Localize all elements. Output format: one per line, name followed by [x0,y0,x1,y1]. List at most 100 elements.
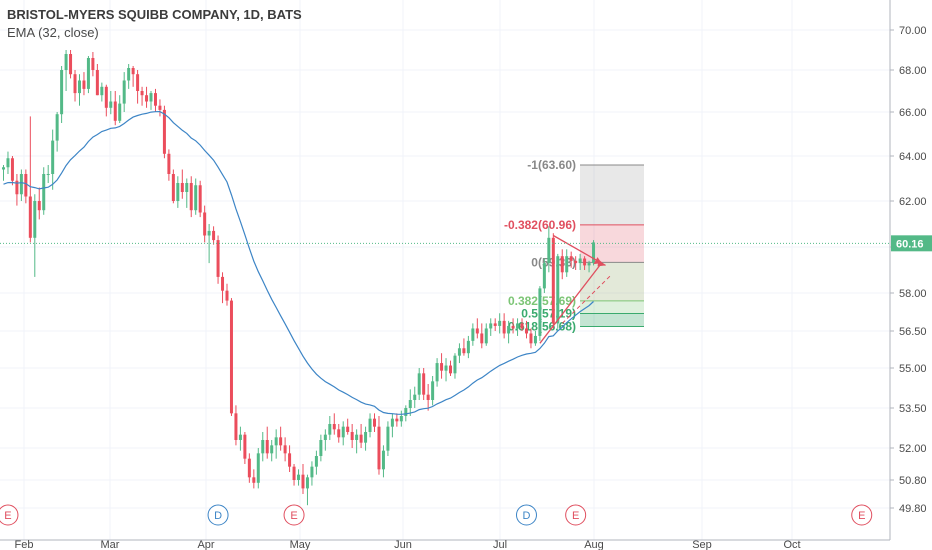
price-tick-label: 68.00 [899,65,927,77]
ema-line [3,110,594,415]
event-marker-label: E [290,510,297,522]
fib-zone-3 [580,300,644,314]
earnings-marker [565,504,587,526]
event-marker-label: E [858,510,865,522]
price-tick-label: 49.80 [899,503,927,515]
candle-body [189,183,193,211]
price-axis[interactable]: 70.0068.0066.0064.0062.0060.0058.0056.50… [889,0,932,540]
candle-body [113,101,117,121]
candle-body [560,256,564,273]
candle-body [180,183,184,192]
candle-body [15,180,19,195]
candle-body [140,91,144,96]
fibonacci-retracement[interactable]: -1(63.60)-0.382(60.96)0(59.33)0.382(57.6… [504,158,644,333]
candle-body [60,70,64,115]
candle-body [444,365,448,371]
candle-body [583,258,587,266]
candle-body [167,153,171,174]
candle-body [64,54,68,70]
candle-body [489,323,493,329]
candle-body [19,174,23,195]
candle-body [194,185,198,211]
candle-body [332,424,336,430]
candle-body [198,185,202,213]
candle-body [524,328,528,334]
chart-title: BRISTOL-MYERS SQUIBB COMPANY, 1D, BATS [7,7,302,22]
last-price-value: 60.16 [896,238,924,250]
candle-body [109,101,113,108]
candle-body [28,196,32,238]
ema-polyline [3,110,594,415]
candle-body [364,432,368,443]
price-tick-label: 53.50 [899,403,927,415]
time-tick-label: Jul [493,539,507,550]
candle-body [373,418,377,427]
trend-arrows[interactable] [539,234,612,344]
candle-body [440,363,444,371]
candle-body [243,434,247,459]
candle-body [171,174,175,201]
price-tick-label: 50.80 [899,475,927,487]
price-tick-label: 56.50 [899,326,927,338]
candle-body [86,58,90,89]
fib-level-label: 0.5(57.19) [521,307,576,321]
candle-body [435,363,439,382]
candle-body [578,258,582,264]
candle-body [216,240,220,277]
candle-body [95,70,99,96]
candle-body [404,408,408,416]
candle-body [314,456,318,467]
candle-body [127,68,131,81]
candle-body [153,93,157,106]
trend-arrow [539,262,603,344]
candle-body [2,167,5,170]
candle-body [279,437,283,446]
event-marker-label: D [523,510,531,522]
candle-body [346,426,350,432]
candle-body [24,174,28,197]
candle-body [185,183,189,192]
candle-body [51,140,55,174]
candle-body [305,477,309,489]
indicator-label: EMA (32, close) [7,25,99,40]
candle-body [212,230,216,241]
candle-body [145,95,149,102]
time-tick-label: Oct [783,539,800,550]
candle-body [149,93,153,102]
trend-arrow [552,234,606,266]
candle-body [297,474,301,480]
candle-body [417,373,421,395]
candle-body [261,440,265,454]
candle-body [538,288,542,336]
candle-body [565,256,569,273]
candle-body [100,86,104,96]
price-tick-label: 64.00 [899,151,927,163]
time-tick-label: Mar [101,539,120,550]
candle-body [359,434,363,443]
candle-body [229,300,233,414]
candle-body [221,276,225,291]
candle-body [288,453,292,467]
candle-body [462,348,466,354]
time-tick-label: Feb [15,539,34,550]
candle-body [395,418,399,422]
candle-body [203,212,207,236]
candle-body [158,105,162,110]
candle-body [283,445,287,454]
candle-body [274,437,278,446]
fib-zone-4 [580,313,644,327]
fib-level-label: -1(63.60) [527,158,576,172]
candle-body [413,394,417,400]
candle-body [484,328,488,344]
candle-body [6,158,10,168]
candle-body [341,426,345,438]
candle-body [10,158,14,181]
candle-body [507,325,511,334]
candle-body [399,416,403,422]
time-axis[interactable]: Feb Mar Apr May Jun Jul Aug Sep Oct [0,539,890,550]
candle-body [422,373,426,395]
dividend-marker [515,504,537,526]
candle-body [265,440,269,454]
